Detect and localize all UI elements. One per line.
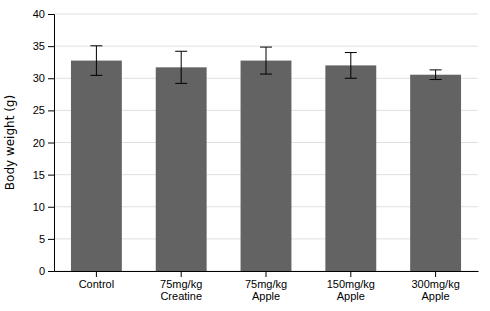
tick-label: 0 [39, 265, 45, 277]
y-axis: 0 5 10 15 20 25 30 35 40 [33, 8, 55, 277]
plot: 0510152025303540Control75mg/kgCreatine75… [33, 8, 479, 302]
tick: 25 [33, 104, 54, 116]
error-bar [260, 47, 272, 74]
bar [156, 67, 207, 271]
tick: 0 [39, 265, 54, 277]
tick-label: 15 [33, 169, 45, 181]
tick-label: 10 [33, 201, 45, 213]
tick-label: 30 [33, 72, 45, 84]
x-axis: Control75mg/kgCreatine75mg/kgApple150mg/… [55, 271, 479, 302]
tick: 5 [39, 233, 54, 245]
tick-label: 25 [33, 104, 45, 116]
tick-label-line: 75mg/kg [245, 278, 287, 290]
tick: Control [79, 271, 114, 290]
tick-label-line: Apple [422, 290, 450, 302]
grid-line [54, 14, 478, 15]
bar [71, 61, 122, 271]
tick: 35 [33, 40, 54, 52]
tick: 30 [33, 72, 54, 84]
tick-label-line: 75mg/kg [160, 278, 202, 290]
tick-label-line: Control [79, 278, 114, 290]
tick-mark [48, 14, 54, 15]
tick-mark [48, 46, 54, 47]
tick-mark [435, 271, 436, 277]
tick-mark [48, 239, 54, 240]
marks [71, 46, 461, 271]
tick-label-line: 150mg/kg [327, 278, 375, 290]
tick: 75mg/kgApple [245, 271, 287, 302]
tick-label-line: 300mg/kg [411, 278, 459, 290]
error-bar [90, 46, 102, 76]
tick-label: 300mg/kgApple [411, 278, 459, 303]
tick-label: 75mg/kgApple [245, 278, 287, 303]
tick-mark [48, 110, 54, 111]
tick-label: 75mg/kgCreatine [160, 278, 202, 303]
tick: 300mg/kgApple [411, 271, 459, 302]
tick-label: Control [79, 278, 114, 290]
tick-mark [48, 78, 54, 79]
tick: 15 [33, 169, 54, 181]
tick-mark [48, 207, 54, 208]
tick: 75mg/kgCreatine [160, 271, 202, 302]
bar [241, 61, 292, 271]
y-axis-title: Body weight (g) [3, 95, 17, 190]
tick-mark [48, 271, 54, 272]
tick-mark [96, 271, 97, 277]
bar [325, 65, 376, 271]
tick-label-line: Creatine [160, 290, 202, 302]
tick: 150mg/kgApple [327, 271, 375, 302]
error-bar [175, 51, 187, 83]
tick-label: 40 [33, 8, 45, 20]
tick-mark [48, 143, 54, 144]
grid [54, 14, 478, 271]
tick-label: 150mg/kgApple [327, 278, 375, 303]
tick-label: 5 [39, 233, 45, 245]
tick-mark [266, 271, 267, 277]
tick: 20 [33, 137, 54, 149]
tick-mark [181, 271, 182, 277]
bar [410, 75, 461, 271]
tick-label-line: Apple [252, 290, 280, 302]
chart: 0510152025303540Control75mg/kgCreatine75… [0, 0, 490, 311]
tick-label: 35 [33, 40, 45, 52]
axis-line [48, 15, 55, 272]
tick-label: 20 [33, 137, 45, 149]
tick-label-line: Apple [337, 290, 365, 302]
grid-line [54, 46, 478, 47]
tick-mark [48, 175, 54, 176]
error-bar [430, 70, 442, 80]
tick-mark [350, 271, 351, 277]
tick: 10 [33, 201, 54, 213]
tick: 40 [33, 8, 54, 20]
error-bar [345, 53, 357, 79]
